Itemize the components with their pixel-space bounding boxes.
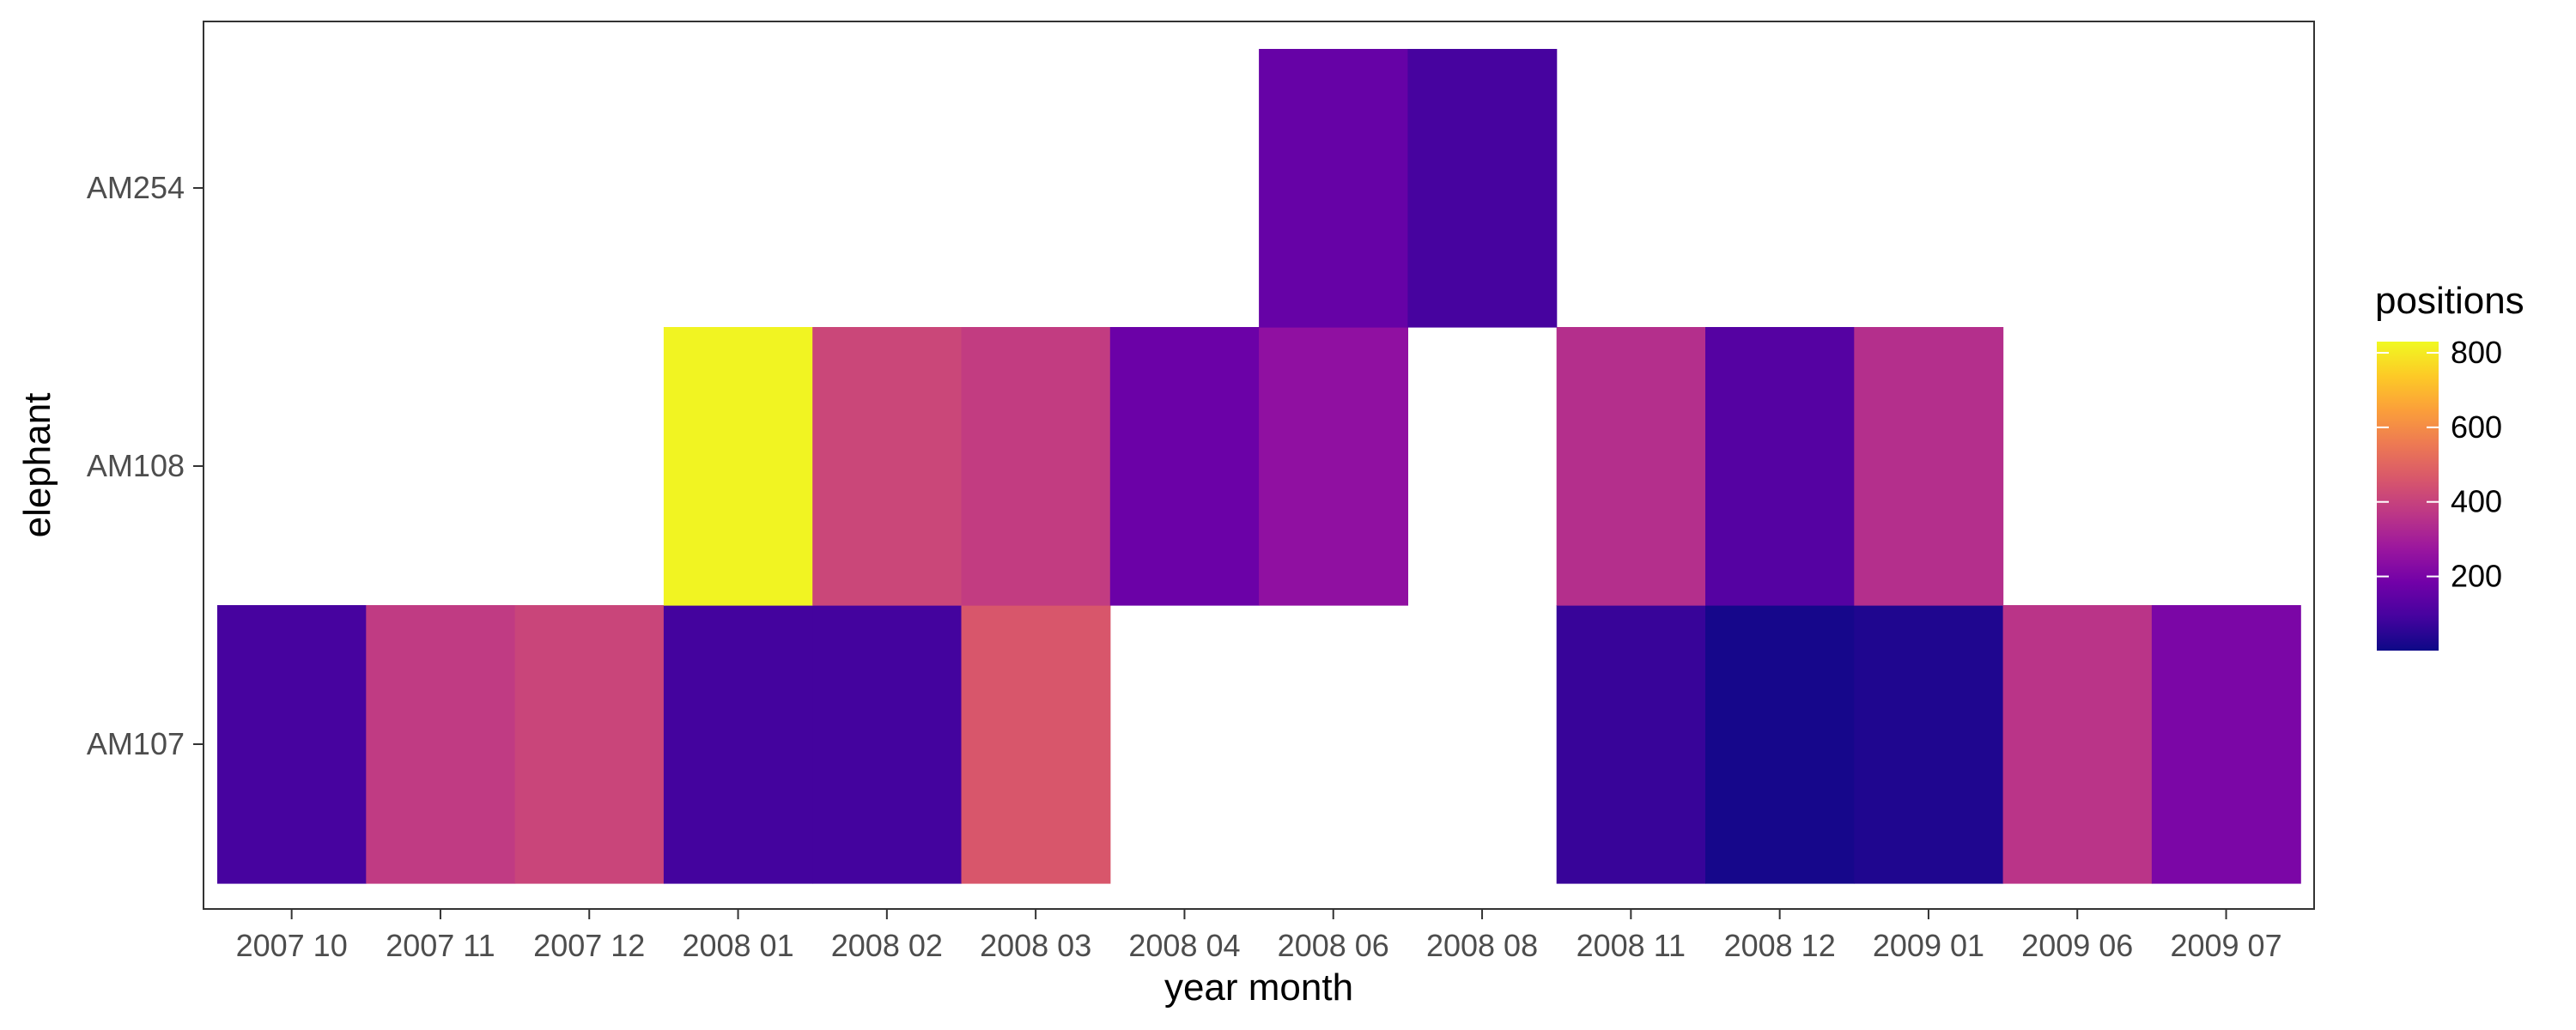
x-tick-label: 2008 04 [1128,928,1240,963]
heatmap-cell [1556,605,1706,884]
heatmap-cell [217,605,367,884]
legend-tick-label: 400 [2451,484,2502,519]
heatmap-cell [366,605,516,884]
legend-tick-label: 800 [2451,335,2502,370]
heatmap-cell [1705,327,1855,606]
y-tick-label: AM108 [87,448,185,483]
y-tick-label: AM254 [87,170,185,205]
x-tick-label: 2007 11 [386,928,495,963]
legend-title: positions [2375,280,2524,322]
x-axis-title: year month [1164,966,1353,1009]
heatmap-cell [663,605,813,884]
heatmap-cell [961,605,1111,884]
heatmap-cell [1109,327,1260,606]
heatmap-cells [217,49,2301,884]
heatmap-cell [1854,327,2004,606]
heatmap-cell [1556,327,1706,606]
y-tick-label: AM107 [87,726,185,761]
heatmap-cell [514,605,665,884]
heatmap-cell [2002,605,2153,884]
x-axis: 2007 10 2007 11 2007 12 2008 01 2008 02 2008 … [236,909,2282,963]
x-tick-label: 2008 12 [1724,928,1836,963]
x-tick-label: 2009 07 [2170,928,2281,963]
y-axis: AM107 AM108 AM254 [87,170,204,761]
heatmap-cell [663,327,813,606]
heatmap-cell [812,605,963,884]
x-tick-label: 2008 01 [682,928,793,963]
heatmap-cell [1407,49,1558,328]
y-axis-title: elephant [16,393,58,538]
x-tick-label: 2009 01 [1873,928,1984,963]
x-tick-label: 2008 02 [831,928,943,963]
heatmap-cell [1259,49,1408,328]
x-tick-label: 2007 12 [533,928,645,963]
heatmap-cell [2151,605,2301,884]
x-tick-label: 2008 11 [1577,928,1686,963]
heatmap-cell [812,327,963,606]
legend-ticks: 200 400 600 800 [2377,335,2502,594]
x-tick-label: 2008 06 [1278,928,1389,963]
legend-color-bar [2377,342,2439,651]
heatmap-cell [1259,327,1408,606]
x-tick-label: 2008 08 [1426,928,1538,963]
heatmap-cell [961,327,1111,606]
x-tick-label: 2007 10 [236,928,348,963]
legend-tick-label: 600 [2451,409,2502,445]
legend-tick-label: 200 [2451,559,2502,594]
color-legend: positions 200 400 600 800 [2375,280,2524,651]
x-tick-label: 2008 03 [980,928,1091,963]
x-tick-label: 2009 06 [2021,928,2133,963]
heatmap-cell [1705,605,1855,884]
heatmap-cell [1854,605,2004,884]
